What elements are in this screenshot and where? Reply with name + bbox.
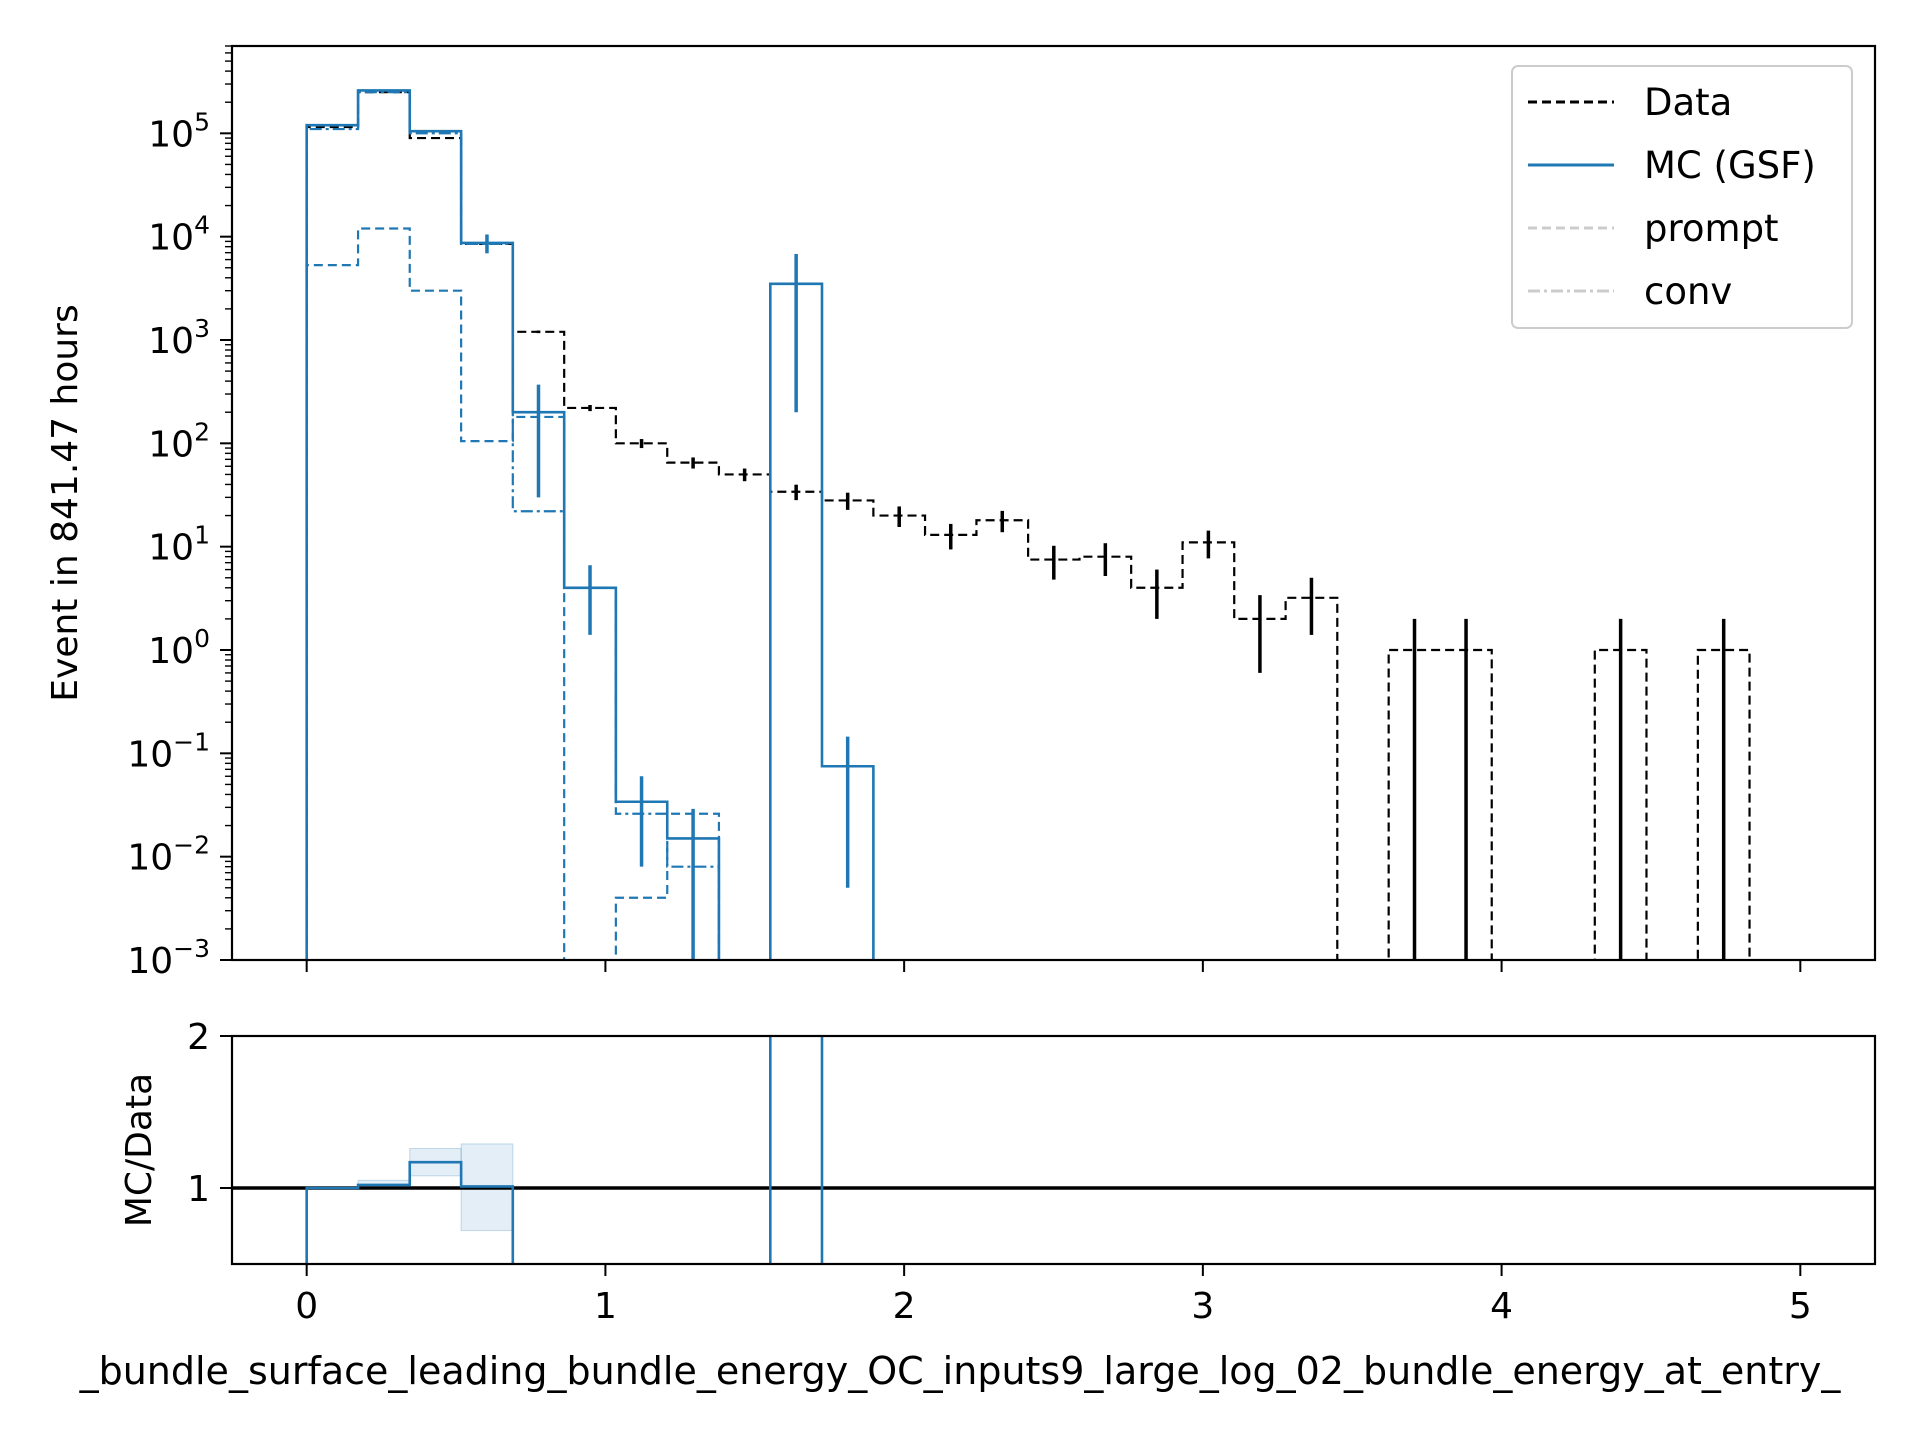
y-tick-label: 10−3: [127, 934, 210, 982]
y-tick-label: 104: [148, 211, 210, 259]
series-prompt: [305, 227, 721, 960]
ratio-x-axis: 0 1 2 3 4 5: [295, 1264, 1812, 1327]
legend-frame: [1511, 65, 1853, 329]
y-tick-label: 103: [148, 314, 210, 362]
main-axes-frame: [230, 44, 1877, 962]
main-plot-area: [305, 89, 1751, 960]
series-conv: [305, 91, 721, 960]
ratio-y-tick-label: 2: [187, 1017, 210, 1058]
y-tick-label: 10−1: [127, 727, 210, 775]
main-panel: 105 104 103 102 101 100 10−1 10−2 10−3 Event in …: [45, 44, 1877, 982]
series-line: [305, 227, 721, 960]
y-tick-label: 102: [148, 417, 210, 465]
legend-label: prompt: [1644, 207, 1779, 250]
ratio-step-line: [769, 1036, 824, 1264]
ratio-y-axis: 12: [187, 1017, 232, 1210]
series-data: [305, 91, 1751, 960]
ratio-y-axis-label: MC/Data: [119, 1073, 160, 1227]
legend-label: Data: [1644, 81, 1732, 124]
main-x-axis: [305, 960, 1802, 972]
x-tick-label: 5: [1789, 1286, 1812, 1327]
ratio-axes-frame: [230, 1034, 1877, 1266]
legend: Data MC (GSF) prompt conv: [1511, 65, 1853, 329]
main-y-axis-label: Event in 841.47 hours: [45, 304, 86, 701]
x-tick-label: 3: [1191, 1286, 1214, 1327]
x-tick-label: 0: [295, 1286, 318, 1327]
y-tick-label: 100: [148, 624, 210, 672]
legend-label: conv: [1644, 270, 1732, 313]
x-tick-label: 4: [1490, 1286, 1513, 1327]
ratio-plot-area: [232, 1036, 1875, 1264]
x-tick-label: 2: [893, 1286, 916, 1327]
ratio-step-line: [305, 1160, 515, 1264]
y-tick-label: 101: [148, 521, 210, 569]
y-tick-label: 105: [148, 107, 210, 155]
x-tick-label: 1: [594, 1286, 617, 1327]
legend-label: MC (GSF): [1644, 144, 1816, 187]
series-line: [305, 91, 721, 960]
x-axis-label: _bundle_surface_leading_bundle_energy_OC…: [79, 1349, 1842, 1393]
ratio-y-tick-label: 1: [187, 1169, 210, 1210]
y-tick-label: 10−2: [127, 831, 210, 879]
main-y-axis: 105 104 103 102 101 100 10−1 10−2 10−3: [127, 45, 232, 982]
